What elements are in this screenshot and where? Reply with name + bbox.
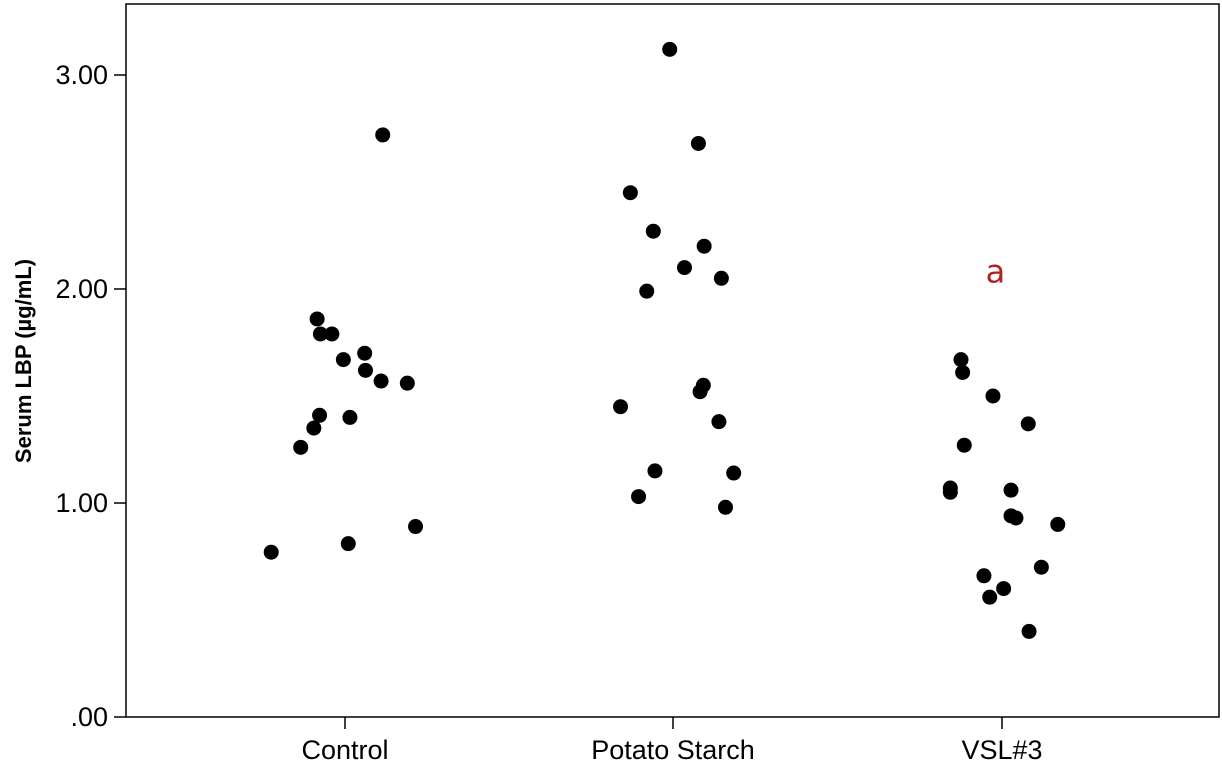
data-point [676, 260, 692, 276]
data-point [1033, 559, 1049, 575]
data-point [263, 544, 279, 560]
y-tick-label: .00 [70, 702, 108, 732]
data-point [342, 409, 358, 425]
data-point [399, 375, 415, 391]
significance-annotation: a [986, 253, 1006, 291]
data-point [1020, 416, 1036, 432]
y-tick-label: 3.00 [55, 60, 108, 90]
data-point [690, 135, 706, 151]
data-point [695, 377, 711, 393]
data-point [982, 589, 998, 605]
data-point [357, 345, 373, 361]
data-point [324, 326, 340, 342]
data-point [622, 185, 638, 201]
data-point [358, 362, 373, 378]
data-point [340, 536, 356, 552]
y-axis: .00 1.00 2.00 3.00 [55, 60, 126, 732]
data-point [335, 352, 351, 368]
data-point [293, 439, 309, 455]
data-point [662, 41, 678, 57]
data-point [639, 283, 655, 299]
x-tick-label: Control [301, 735, 388, 765]
y-axis-title: Serum LBP (µg/mL) [11, 259, 36, 463]
data-point [647, 463, 663, 479]
data-point [985, 388, 1001, 404]
annotations: a [986, 253, 1006, 291]
data-point [408, 519, 424, 535]
data-point [373, 373, 389, 389]
data-point [726, 465, 742, 481]
data-point [696, 238, 712, 254]
plot-frame [125, 3, 1220, 718]
data-point [713, 270, 729, 286]
data-point [613, 399, 629, 415]
data-point [942, 484, 958, 500]
data-point [309, 311, 325, 327]
data-point [955, 364, 971, 380]
data-point [976, 568, 992, 584]
data-point [711, 414, 727, 430]
data-point [1003, 482, 1019, 498]
y-tick-label: 1.00 [55, 488, 108, 518]
x-tick-label: VSL#3 [961, 735, 1042, 765]
data-point [953, 352, 969, 368]
data-point [717, 499, 733, 515]
data-point [1050, 516, 1066, 532]
x-tick-label: Potato Starch [591, 735, 755, 765]
data-point [645, 223, 661, 239]
data-point [375, 127, 391, 143]
data-point [306, 420, 322, 436]
data-point [312, 407, 328, 423]
y-tick-label: 2.00 [55, 274, 108, 304]
data-point [956, 437, 972, 453]
data-point [312, 326, 328, 342]
data-point [996, 581, 1012, 597]
data-points [263, 41, 1066, 639]
data-point [1021, 623, 1037, 639]
x-axis: Control Potato Starch VSL#3 [301, 717, 1043, 765]
data-point [631, 489, 647, 505]
data-point [1008, 510, 1024, 526]
